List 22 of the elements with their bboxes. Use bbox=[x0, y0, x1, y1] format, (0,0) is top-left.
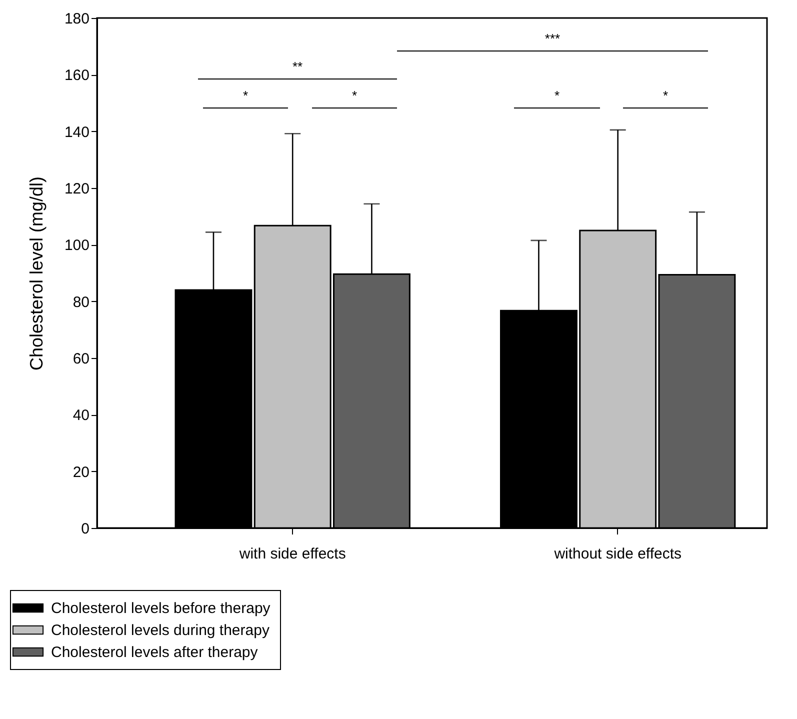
y-tick-label: 60 bbox=[72, 350, 90, 368]
annotation: ** bbox=[292, 59, 303, 74]
x-tick-label: without side effects bbox=[553, 546, 682, 562]
legend-label: Cholesterol levels after therapy bbox=[51, 644, 258, 661]
y-tick-label: 120 bbox=[64, 180, 90, 198]
y-tick-label: 160 bbox=[64, 67, 90, 84]
annotation: *** bbox=[544, 31, 560, 46]
y-tick-label: 20 bbox=[72, 464, 90, 481]
y-tick-label: 0 bbox=[81, 520, 90, 538]
y-tick-label: 140 bbox=[64, 124, 90, 141]
y-tick-label: 180 bbox=[64, 10, 90, 28]
annotation: * bbox=[242, 88, 248, 103]
y-tick-label: 80 bbox=[72, 294, 90, 311]
annotation: * bbox=[352, 88, 358, 103]
annotation: * bbox=[554, 88, 560, 103]
y-tick-label: 100 bbox=[64, 237, 90, 254]
legend-label: Cholesterol levels before therapy bbox=[51, 600, 271, 617]
annotation: * bbox=[662, 88, 668, 103]
x-tick-label: with side effects bbox=[238, 546, 346, 562]
legend-label: Cholesterol levels during therapy bbox=[51, 622, 270, 639]
y-axis-title: Cholesterol level (mg/dl) bbox=[26, 176, 46, 371]
y-tick-label: 40 bbox=[72, 407, 90, 424]
